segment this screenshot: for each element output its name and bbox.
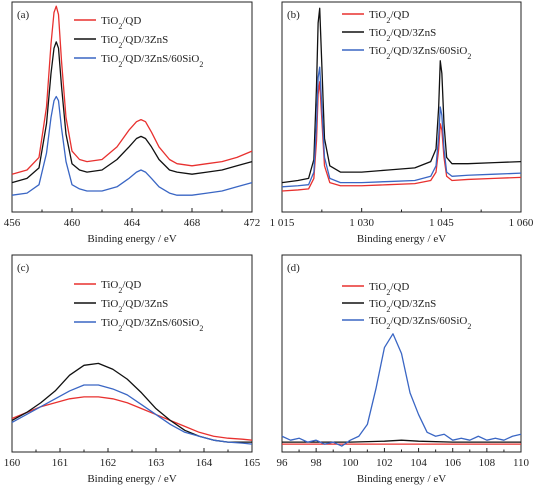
series-line-1 (281, 81, 522, 192)
series-line-3 (281, 66, 522, 188)
x-tick-label: 468 (184, 217, 201, 229)
x-tick-label: 164 (196, 457, 213, 469)
series-line-2 (282, 439, 521, 443)
x-tick-label: 460 (64, 217, 81, 229)
legend-label: TiO2/QD (369, 9, 409, 25)
x-tick-label: 1 045 (429, 217, 454, 229)
x-tick-label: 464 (124, 217, 141, 229)
legend: TiO2/QD TiO2/QD/3ZnS TiO2/QD/3ZnS/60SiO2 (342, 9, 471, 61)
x-tick-label: 163 (148, 457, 165, 469)
x-tick-label: 96 (277, 457, 289, 469)
series-line-1 (11, 396, 253, 441)
panel-label: (d) (287, 262, 300, 274)
x-axis-title: Binding energy / eV (357, 473, 446, 485)
series-line-3 (11, 384, 253, 445)
legend-label: TiO2/QD/3ZnS/60SiO2 (101, 317, 203, 333)
x-tick-label: 472 (244, 217, 261, 229)
series-line-3 (11, 95, 253, 196)
legend: TiO2/QD TiO2/QD/3ZnS TiO2/QD/3ZnS/60SiO2 (74, 279, 203, 333)
series-line-3 (281, 333, 522, 447)
x-tick-label: 1 015 (270, 217, 295, 229)
series-line-2 (281, 7, 522, 184)
legend-label: TiO2/QD (369, 281, 409, 297)
legend-label: TiO2/QD/3ZnS/60SiO2 (369, 315, 471, 331)
x-tick-label: 162 (100, 457, 117, 469)
panel-label: (c) (17, 262, 30, 274)
x-axis-title: Binding energy / eV (357, 233, 446, 245)
x-tick-label: 456 (4, 217, 21, 229)
legend-label: TiO2/QD (101, 15, 141, 31)
x-tick-label: 1 030 (349, 217, 374, 229)
x-tick-label: 102 (376, 457, 393, 469)
x-tick-label: 98 (311, 457, 323, 469)
panel-d: 96 98 100 102 104 106 108 110 Binding energy / e… (277, 254, 530, 485)
panel-c: 160 161 162 163 164 165 Binding energy / eV (c)… (4, 254, 261, 485)
legend-label: TiO2/QD/3ZnS (101, 34, 168, 50)
legend-label: TiO2/QD (101, 279, 141, 295)
x-tick-label: 160 (4, 457, 21, 469)
panel-b: 1 015 1 030 1 045 1 060 Binding energy / eV (… (270, 1, 534, 245)
x-axis-title: Binding energy / eV (87, 233, 176, 245)
series-line-1 (11, 5, 253, 175)
x-axis-title: Binding energy / eV (87, 473, 176, 485)
panel-label: (b) (287, 9, 300, 21)
legend: TiO2/QD TiO2/QD/3ZnS TiO2/QD/3ZnS/60SiO2 (74, 15, 203, 69)
panel-label: (a) (17, 9, 30, 21)
x-tick-label: 1 060 (509, 217, 534, 229)
legend-label: TiO2/QD/3ZnS/60SiO2 (369, 45, 471, 61)
x-tick-label: 161 (52, 457, 69, 469)
legend-label: TiO2/QD/3ZnS/60SiO2 (101, 53, 203, 69)
panel-a: 456 460 464 468 472 Binding energy / eV (a) TiO… (4, 1, 261, 245)
x-tick-label: 104 (410, 457, 427, 469)
legend-label: TiO2/QD/3ZnS (101, 298, 168, 314)
x-tick-label: 110 (513, 457, 530, 469)
x-tick-label: 165 (244, 457, 261, 469)
legend-label: TiO2/QD/3ZnS (369, 27, 436, 43)
x-tick-label: 108 (479, 457, 496, 469)
legend-label: TiO2/QD/3ZnS (369, 298, 436, 314)
series-line-2 (11, 41, 253, 184)
x-tick-label: 100 (342, 457, 359, 469)
x-tick-label: 106 (444, 457, 461, 469)
